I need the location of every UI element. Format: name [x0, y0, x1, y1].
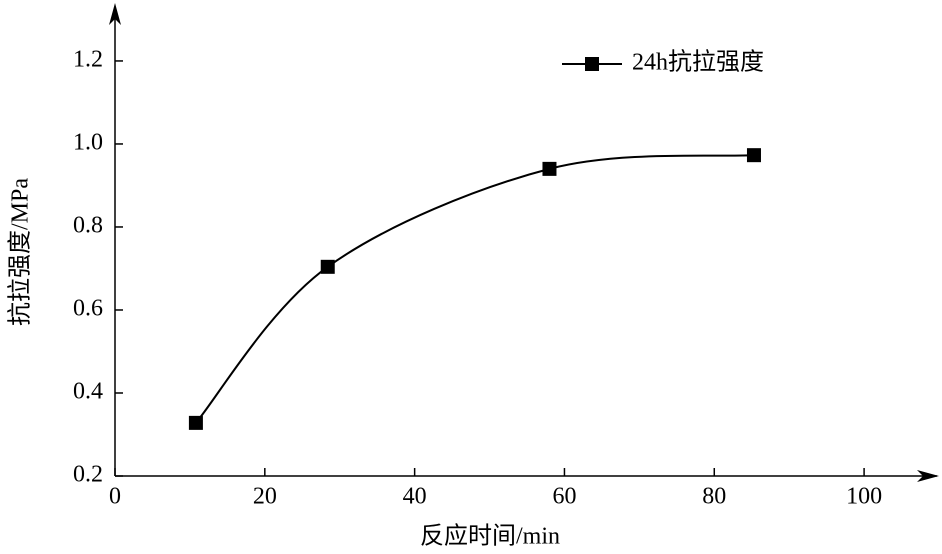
data-point: [188, 415, 203, 430]
series-line: [195, 154, 755, 424]
y-tick-label: 1.2: [73, 46, 103, 72]
y-tick-label: 0.2: [73, 462, 103, 488]
data-point: [320, 259, 335, 274]
x-axis-arrow: [917, 470, 939, 482]
x-tick-label: 0: [109, 484, 121, 510]
y-tick-label: 0.8: [73, 212, 103, 238]
y-axis-arrow: [109, 3, 121, 25]
x-tick-label: 80: [702, 484, 726, 510]
x-tick-label: 40: [403, 484, 427, 510]
y-axis-title: 抗拉强度/MPa: [7, 178, 34, 326]
x-axis-title: 反应时间/min: [420, 523, 560, 550]
data-point: [746, 148, 761, 163]
y-tick-label: 0.6: [73, 295, 103, 321]
y-tick-label: 0.4: [73, 378, 103, 404]
x-tick-label: 20: [253, 484, 277, 510]
x-tick-label: 60: [552, 484, 576, 510]
y-tick-label: 1.0: [73, 129, 103, 155]
legend-label: 24h抗拉强度: [632, 49, 764, 76]
x-tick-label: 100: [846, 484, 882, 510]
legend-marker: [585, 57, 599, 71]
data-point: [542, 161, 557, 176]
